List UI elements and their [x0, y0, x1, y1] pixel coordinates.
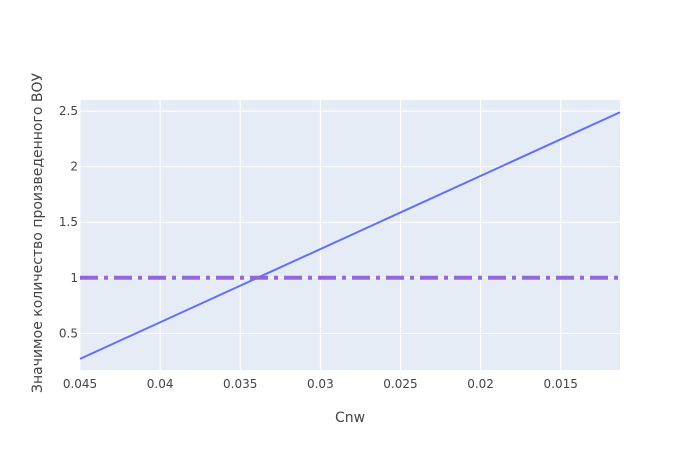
x-axis-ticks: 0.045 0.04 0.035 0.03 0.025 0.02 0.015: [63, 377, 578, 391]
series-layer: [79, 111, 621, 360]
x-tick-label: 0.045: [63, 377, 97, 391]
y-tick-label: 1: [70, 271, 78, 285]
x-tick-label: 0.035: [223, 377, 257, 391]
y-tick-label: 2: [70, 160, 78, 174]
series-line-1: [79, 111, 621, 360]
x-axis-title: Cnw: [335, 410, 365, 426]
y-tick-label: 0.5: [59, 326, 78, 340]
x-tick-label: 0.015: [544, 377, 578, 391]
y-tick-label: 1.5: [59, 215, 78, 229]
y-tick-label: 2.5: [59, 104, 78, 118]
x-tick-label: 0.04: [147, 377, 174, 391]
y-axis-ticks: 0.5 1 1.5 2 2.5: [59, 104, 78, 340]
x-tick-label: 0.025: [383, 377, 417, 391]
x-tick-label: 0.03: [307, 377, 334, 391]
y-axis-title: Значимое количество произведенного ВОУ: [30, 73, 46, 394]
grid-lines: [79, 100, 620, 370]
x-tick-label: 0.02: [467, 377, 494, 391]
